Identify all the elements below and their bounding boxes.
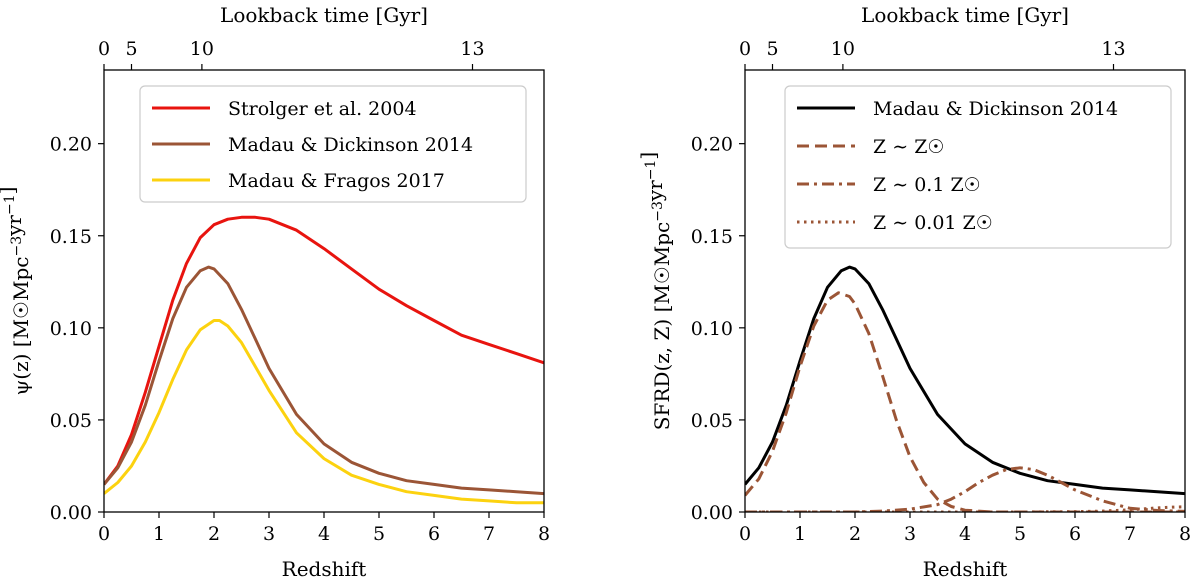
- x-tick-label: 6: [428, 523, 440, 545]
- legend-label-1: Z ∼ Z☉: [873, 136, 944, 158]
- x-tick-label: 5: [373, 523, 385, 545]
- x-tick-label: 8: [538, 523, 550, 545]
- x-tick-label: 7: [483, 523, 495, 545]
- y-axis-title: SFRD(z, Z) [M☉Mpc−3yr−1]: [636, 152, 674, 430]
- x-tick-label: 7: [1124, 523, 1136, 545]
- y-tick-label: 0.15: [50, 226, 92, 248]
- x-tick-label: 0: [98, 523, 110, 545]
- series-group: [745, 265, 1185, 512]
- x-axis-title: Redshift: [923, 557, 1008, 581]
- top-tick-label: 5: [766, 38, 778, 60]
- x-axis-title: Redshift: [282, 557, 367, 581]
- series-line-1: [104, 265, 544, 496]
- y-tick-label: 0.10: [691, 318, 733, 340]
- top-axis-title: Lookback time [Gyr]: [861, 3, 1069, 27]
- top-tick-label: 13: [460, 38, 484, 60]
- x-tick-label: 2: [208, 523, 220, 545]
- x-tick-label: 1: [153, 523, 165, 545]
- legend-label-0: Madau & Dickinson 2014: [873, 98, 1118, 120]
- legend: Madau & Dickinson 2014 Z ∼ Z☉ Z ∼ 0.1 Z☉ Z …: [784, 85, 1172, 249]
- y-tick-label: 0.00: [50, 502, 92, 524]
- y-axis-title: ψ(z) [M☉Mpc−3yr−1]: [0, 187, 33, 396]
- y-tick-label: 0.20: [50, 134, 92, 156]
- series-line-0: [745, 265, 1185, 496]
- legend-label-2: Z ∼ 0.1 Z☉: [873, 174, 981, 196]
- legend-label-2: Madau & Fragos 2017: [228, 170, 445, 192]
- x-tick-label: 5: [1014, 523, 1026, 545]
- legend-box: [784, 85, 1172, 249]
- top-tick-label: 13: [1101, 38, 1125, 60]
- top-tick-label: 0: [739, 38, 751, 60]
- y-tick-label: 0.10: [50, 318, 92, 340]
- legend: Strolger et al. 2004 Madau & Dickinson 20…: [139, 85, 527, 203]
- x-tick-label: 3: [263, 523, 275, 545]
- right-chart-panel: 0 1 2 3 4 5 6 7 80.000.050.100.150.200 5 10 13Redsh…: [636, 3, 1191, 581]
- x-tick-label: 0: [739, 523, 751, 545]
- top-tick-label: 10: [190, 38, 214, 60]
- legend-label-3: Z ∼ 0.01 Z☉: [873, 212, 993, 234]
- series-line-0: [104, 215, 544, 486]
- top-tick-label: 0: [98, 38, 110, 60]
- top-tick-label: 10: [831, 38, 855, 60]
- x-tick-label: 3: [904, 523, 916, 545]
- left-chart-panel: 0 1 2 3 4 5 6 7 80.000.050.100.150.200 5 10 13Redsh…: [0, 3, 550, 581]
- y-tick-label: 0.15: [691, 226, 733, 248]
- legend-label-0: Strolger et al. 2004: [228, 98, 417, 120]
- x-tick-label: 1: [794, 523, 806, 545]
- top-tick-label: 5: [125, 38, 137, 60]
- y-tick-label: 0.05: [691, 410, 733, 432]
- legend-box: [139, 85, 527, 203]
- legend-label-1: Madau & Dickinson 2014: [228, 134, 473, 156]
- x-tick-label: 8: [1179, 523, 1191, 545]
- y-tick-label: 0.00: [691, 502, 733, 524]
- series-group: [104, 215, 544, 505]
- series-line-2: [104, 319, 544, 505]
- x-tick-label: 2: [849, 523, 861, 545]
- x-tick-label: 4: [318, 523, 330, 545]
- series-line-1: [745, 291, 1185, 512]
- x-tick-label: 4: [959, 523, 971, 545]
- y-tick-label: 0.20: [691, 134, 733, 156]
- y-tick-label: 0.05: [50, 410, 92, 432]
- top-axis-title: Lookback time [Gyr]: [220, 3, 428, 27]
- x-tick-label: 6: [1069, 523, 1081, 545]
